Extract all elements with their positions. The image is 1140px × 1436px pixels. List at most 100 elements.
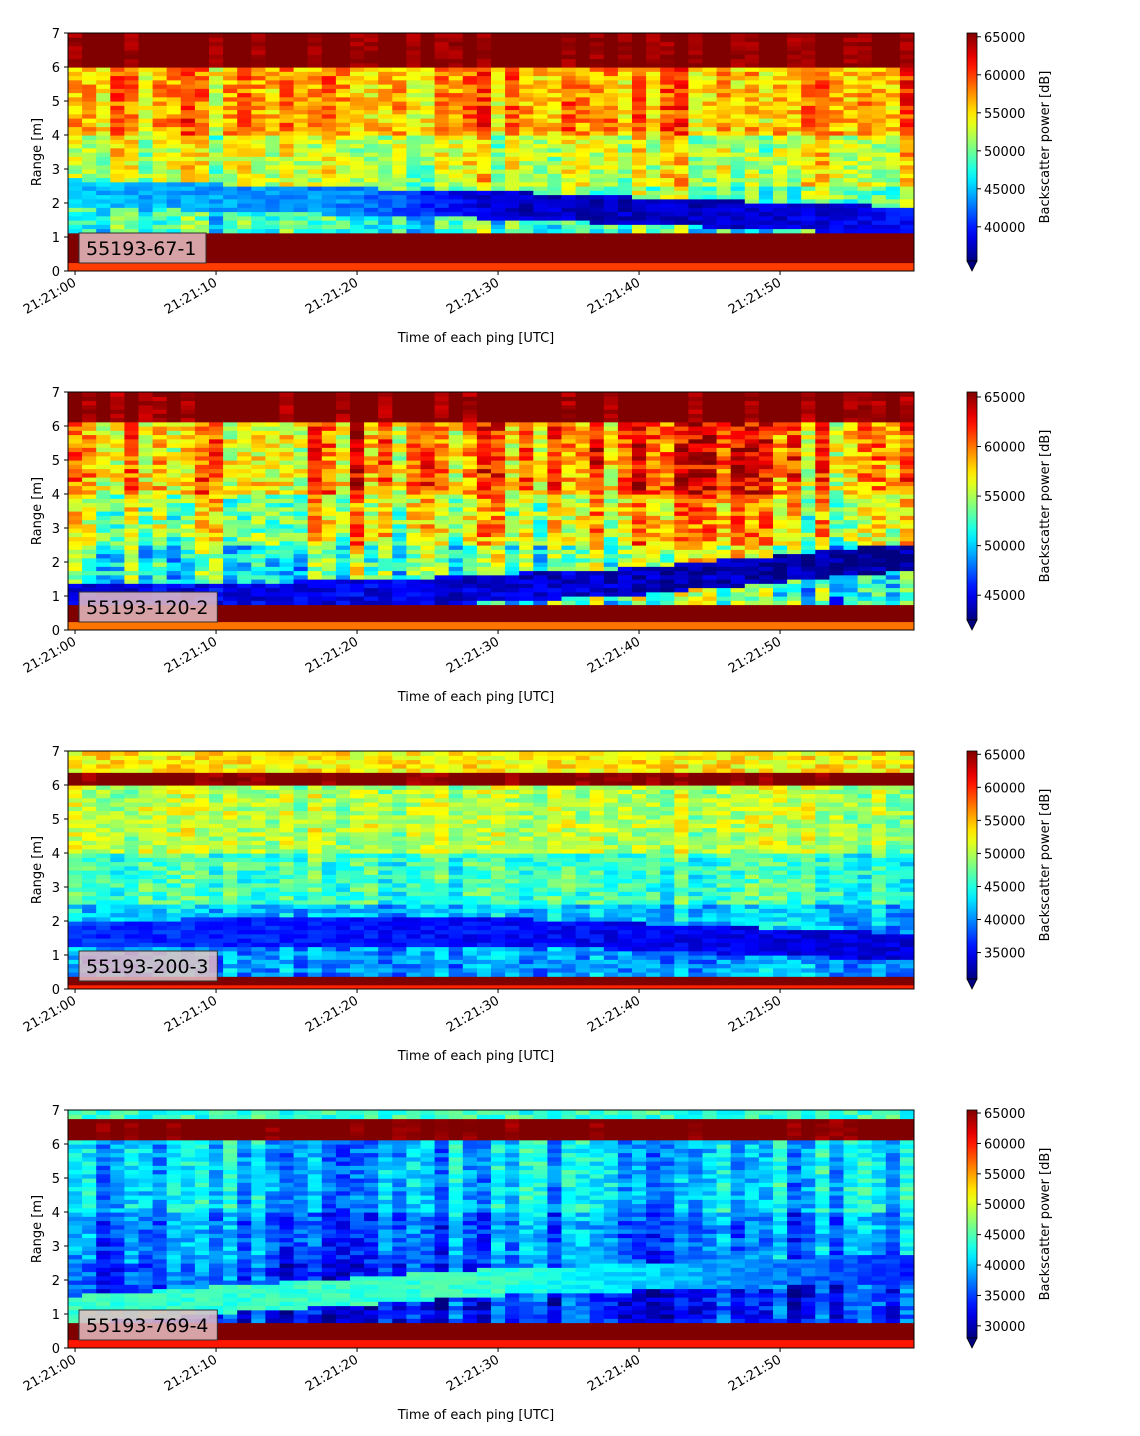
heatmap-cell <box>617 169 633 174</box>
heatmap-cell <box>335 79 351 85</box>
heatmap-cell <box>801 41 816 47</box>
heatmap-cell <box>758 58 774 64</box>
heatmap-cell <box>138 130 154 136</box>
heatmap-cell <box>265 194 281 200</box>
heatmap-cell <box>293 262 309 268</box>
heatmap-cell <box>152 562 168 567</box>
heatmap-cell <box>815 126 830 132</box>
heatmap-cell <box>237 84 252 89</box>
heatmap-cell <box>237 211 252 217</box>
heatmap-cell <box>843 33 859 38</box>
heatmap-cell <box>293 413 309 419</box>
heatmap-cell <box>434 523 450 529</box>
heatmap-cell <box>223 553 238 559</box>
heatmap-cell <box>223 566 238 572</box>
heatmap-cell <box>378 532 393 538</box>
heatmap-cell <box>533 224 548 230</box>
heatmap-cell <box>82 489 97 495</box>
heatmap-cell <box>279 532 295 538</box>
heatmap-cell <box>899 211 914 217</box>
heatmap-cell <box>406 130 422 136</box>
heatmap-cell <box>307 147 323 153</box>
heatmap-cell <box>378 84 393 89</box>
heatmap-cell <box>110 228 125 234</box>
heatmap-cell <box>237 434 252 440</box>
heatmap-cell <box>251 135 266 140</box>
heatmap-cell <box>279 447 295 453</box>
heatmap-cell <box>321 613 337 618</box>
heatmap-cell <box>392 574 407 580</box>
heatmap-cell <box>617 113 633 119</box>
heatmap-cell <box>787 126 802 132</box>
heatmap-cell <box>716 215 732 221</box>
heatmap-cell <box>265 50 281 55</box>
heatmap-cell <box>96 519 111 525</box>
heatmap-cell <box>68 604 83 610</box>
heatmap-cell <box>843 207 859 213</box>
heatmap-cell <box>180 143 196 149</box>
heatmap-cell <box>462 173 478 179</box>
heatmap-cell <box>815 113 830 119</box>
heatmap-cell <box>307 532 323 538</box>
heatmap-cell <box>392 41 407 47</box>
heatmap-cell <box>223 426 238 431</box>
heatmap-cell <box>406 143 422 149</box>
heatmap-cell <box>505 237 520 242</box>
heatmap-cell <box>293 109 309 115</box>
heatmap-cell <box>378 608 393 614</box>
heatmap-cell <box>82 519 97 525</box>
heatmap-cell <box>519 211 534 217</box>
heatmap-cell <box>279 139 295 145</box>
heatmap-cell <box>660 173 675 179</box>
heatmap-cell <box>773 232 788 238</box>
heatmap-cell <box>223 262 238 268</box>
heatmap-cell <box>801 249 816 255</box>
heatmap-cell <box>730 203 746 208</box>
heatmap-cell <box>392 438 407 444</box>
heatmap-cell <box>364 228 379 234</box>
heatmap-cell <box>251 570 266 576</box>
heatmap-cell <box>406 109 422 115</box>
heatmap-cell <box>350 207 365 213</box>
heatmap-cell <box>364 617 379 623</box>
heatmap-cell <box>110 220 125 225</box>
heatmap-cell <box>462 62 478 68</box>
heatmap-cell <box>335 409 351 414</box>
heatmap-cell <box>96 557 111 563</box>
heatmap-cell <box>307 177 323 183</box>
heatmap-cell <box>815 92 830 98</box>
heatmap-cell <box>68 88 83 94</box>
heatmap-cell <box>519 50 534 55</box>
heatmap-cell <box>406 118 422 123</box>
heatmap-cell <box>251 506 266 512</box>
heatmap-cell <box>321 404 337 410</box>
heatmap-cell <box>744 237 760 242</box>
heatmap-cell <box>744 177 760 183</box>
heatmap-cell <box>265 262 281 268</box>
heatmap-cell <box>82 215 97 221</box>
heatmap-cell <box>899 50 914 55</box>
heatmap-cell <box>420 417 436 423</box>
heatmap-cell <box>533 50 548 55</box>
heatmap-cell <box>815 139 830 145</box>
heatmap-cell <box>152 207 168 213</box>
heatmap-cell <box>194 177 210 183</box>
heatmap-cell <box>787 41 802 47</box>
heatmap-cell <box>617 266 633 271</box>
heatmap-cell <box>68 109 83 115</box>
heatmap-cell <box>688 88 704 94</box>
heatmap-cell <box>335 562 351 567</box>
heatmap-cell <box>68 545 83 550</box>
heatmap-cell <box>660 181 675 187</box>
heatmap-cell <box>575 126 591 132</box>
heatmap-cell <box>885 198 901 204</box>
heatmap-cell <box>223 545 238 550</box>
heatmap-cell <box>646 126 661 132</box>
heatmap-cell <box>392 506 407 512</box>
heatmap-cell <box>815 109 830 115</box>
heatmap-cell <box>434 549 450 555</box>
heatmap-cell <box>617 220 633 225</box>
heatmap-cell <box>434 472 450 478</box>
heatmap-cell <box>209 45 224 51</box>
heatmap-cell <box>617 88 633 94</box>
